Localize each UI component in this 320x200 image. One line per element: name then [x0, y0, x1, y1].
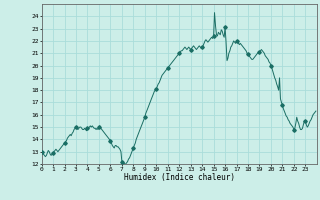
X-axis label: Humidex (Indice chaleur): Humidex (Indice chaleur) [124, 173, 235, 182]
